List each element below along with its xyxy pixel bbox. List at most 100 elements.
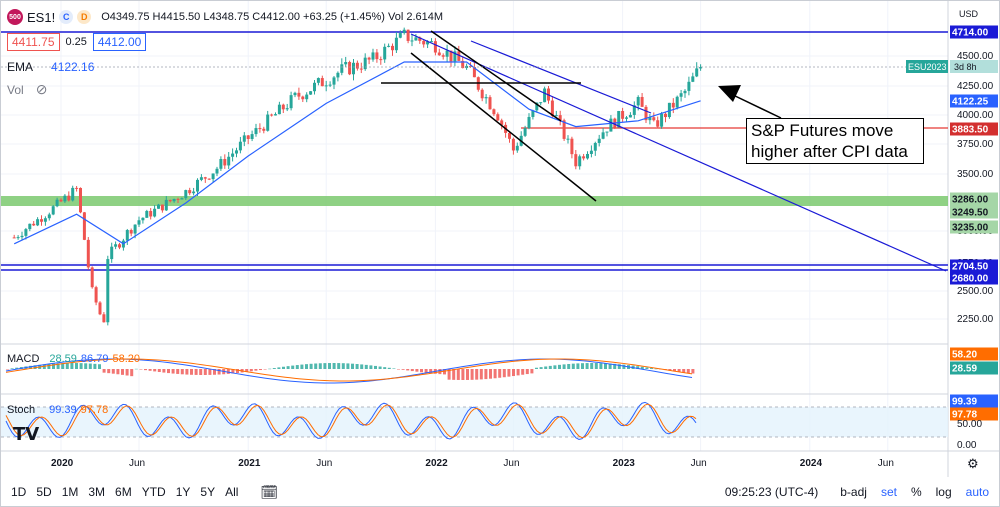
stoch-tick-50: 50.00 xyxy=(957,419,982,430)
macd-histogram-bar xyxy=(213,369,216,375)
macd-histogram-bar xyxy=(406,369,410,371)
candle-body xyxy=(129,230,133,234)
candle-body xyxy=(625,117,628,119)
tag-3286-bg xyxy=(950,192,998,206)
timeframe-1d[interactable]: 1D xyxy=(11,485,27,499)
macd-histogram-bar xyxy=(456,369,460,380)
candle-body xyxy=(508,132,511,139)
exchange-icon: C xyxy=(59,10,74,24)
candle-body xyxy=(422,40,426,45)
volume-legend: Vol ⊘ xyxy=(7,81,47,98)
macd-histogram-bar xyxy=(190,369,193,375)
settlement-toggle[interactable]: set xyxy=(880,485,897,499)
chart-canvas[interactable]: USD4500.004250.004000.003750.003500.0030… xyxy=(1,1,1000,477)
macd-histogram-bar xyxy=(673,369,676,372)
macd-histogram-bar xyxy=(461,369,465,380)
candle-body xyxy=(332,77,336,85)
settings-gear-icon: ⚙ xyxy=(967,456,979,471)
eye-hidden-icon[interactable]: ⊘ xyxy=(35,81,48,97)
candle-body xyxy=(570,138,574,155)
macd-histogram-bar xyxy=(466,369,469,380)
candle-body xyxy=(664,113,667,118)
timeframe-5y[interactable]: 5Y xyxy=(200,485,216,499)
macd-histogram-bar xyxy=(309,363,313,369)
candle-body xyxy=(433,41,437,53)
macd-histogram-bar xyxy=(88,363,92,369)
candle-body xyxy=(192,191,196,194)
candle-body xyxy=(227,156,231,166)
macd-histogram-bar xyxy=(548,365,552,369)
tag-2680-bg xyxy=(950,271,998,285)
macd-histogram-bar xyxy=(15,367,19,369)
candle-body xyxy=(254,128,258,135)
macd-histogram-bar xyxy=(93,363,97,369)
macd-histogram-bar xyxy=(226,369,230,374)
macd-histogram-bar xyxy=(369,365,373,369)
candle-body xyxy=(484,97,488,99)
candle-body xyxy=(535,102,539,111)
candle-body xyxy=(207,178,211,180)
candle-body xyxy=(660,113,664,127)
macd-histogram-bar xyxy=(144,369,147,371)
macd-histogram-bar xyxy=(33,365,37,369)
candle-body xyxy=(695,68,699,77)
symbol-name[interactable]: ES1! xyxy=(27,9,56,25)
bid-price[interactable]: 4411.75 xyxy=(7,33,60,51)
candle-body xyxy=(180,198,184,200)
ema-label: EMA xyxy=(7,60,34,74)
badj-toggle[interactable]: b-adj xyxy=(840,485,867,499)
macd-histogram-bar xyxy=(397,369,400,370)
candle-body xyxy=(656,120,660,127)
candle-body xyxy=(196,179,199,192)
candle-body xyxy=(102,314,106,323)
macd-histogram-bar xyxy=(484,369,488,380)
candle-body xyxy=(566,138,570,140)
log-toggle[interactable]: log xyxy=(935,485,952,499)
stoch-k-value: 99.39 xyxy=(49,404,77,416)
macd-histogram-bar xyxy=(686,369,690,374)
candle-body xyxy=(231,153,235,157)
candle-body xyxy=(667,102,671,118)
macd-histogram-bar xyxy=(328,363,331,369)
timeframe-all[interactable]: All xyxy=(225,485,239,499)
tag-4714: 4714.00 xyxy=(952,28,989,39)
candle-body xyxy=(578,156,582,167)
timeframe-6m[interactable]: 6M xyxy=(115,485,132,499)
candle-body xyxy=(527,116,531,129)
timeframe-1y[interactable]: 1Y xyxy=(175,485,191,499)
timeframe-ytd[interactable]: YTD xyxy=(141,485,166,499)
ask-price[interactable]: 4412.00 xyxy=(92,33,147,51)
macd-histogram-bar xyxy=(539,367,543,369)
timeframe-5d[interactable]: 5D xyxy=(36,485,52,499)
percent-toggle[interactable]: % xyxy=(910,485,922,499)
candle-body xyxy=(274,114,277,116)
tag-4714-bg xyxy=(950,25,998,39)
candle-body xyxy=(324,85,328,87)
annotation-box[interactable]: S&P Futures move higher after CPI data xyxy=(746,118,924,164)
candle-body xyxy=(176,198,180,200)
macd-histogram-bar xyxy=(75,363,78,369)
candle-body xyxy=(391,45,394,51)
clock-time[interactable]: 09:25:23 (UTC-4) xyxy=(724,485,819,499)
candle-body xyxy=(492,109,496,115)
macd-histogram-bar xyxy=(622,364,626,369)
date-range-icon[interactable]: 🗓 xyxy=(260,483,279,500)
tag-2704-bg xyxy=(950,259,998,273)
price-tick-label: 2250.00 xyxy=(957,314,994,325)
macd-histogram-bar xyxy=(470,369,474,380)
macd-histogram-bar xyxy=(429,369,433,374)
candle-body xyxy=(367,57,371,60)
timeframe-3m[interactable]: 3M xyxy=(88,485,106,499)
candle-body xyxy=(90,267,94,288)
esu-time-bg xyxy=(950,60,998,73)
candle-body xyxy=(515,145,519,151)
candle-body xyxy=(671,102,675,108)
macd-histogram-bar xyxy=(295,365,299,369)
candle-body xyxy=(301,96,305,100)
candle-body xyxy=(203,177,207,179)
candle-body xyxy=(402,29,406,34)
candle-body xyxy=(355,62,359,69)
macd-histogram-bar xyxy=(475,369,479,380)
auto-toggle[interactable]: auto xyxy=(965,485,989,499)
timeframe-1m[interactable]: 1M xyxy=(61,485,79,499)
